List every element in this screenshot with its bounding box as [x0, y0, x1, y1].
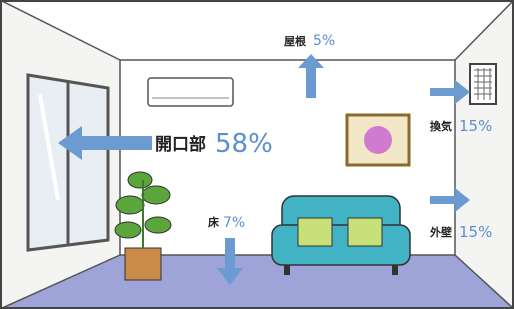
- picture-frame: [347, 115, 409, 165]
- percent: 15%: [459, 117, 492, 135]
- window: [28, 75, 108, 250]
- label: 屋根: [284, 34, 307, 48]
- sofa: [272, 196, 410, 275]
- label: 床: [208, 215, 220, 229]
- label: 換気: [430, 119, 452, 133]
- percent: 7%: [223, 215, 245, 231]
- room-diagram: 屋根 5% 開口部 58% 換気 15% 床 7% 外壁 15%: [0, 0, 514, 309]
- percent: 5%: [313, 33, 335, 49]
- air-conditioner: [148, 78, 233, 106]
- label: 開口部: [155, 134, 206, 155]
- vent: [470, 64, 496, 104]
- percent: 15%: [459, 223, 492, 241]
- label: 外壁: [429, 225, 452, 239]
- percent: 58%: [215, 129, 273, 159]
